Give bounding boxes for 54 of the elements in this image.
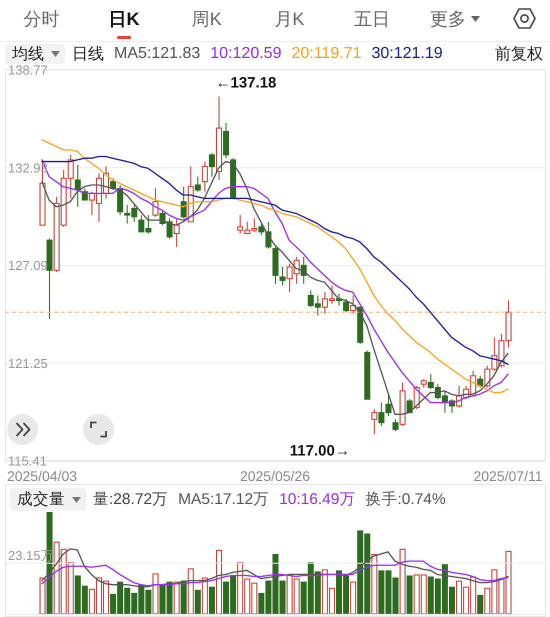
bar [350,582,356,614]
candlestick [258,222,264,236]
text: 30:121.19 [371,45,443,63]
text: 日K [108,8,140,30]
candlestick [280,266,286,286]
candlestick [174,218,180,248]
dropdown: 成交量 [10,488,86,511]
bar [208,586,215,614]
text: 周K [192,8,222,30]
text: 分时 [23,8,60,30]
bar [371,554,378,614]
bar [39,578,46,614]
bar [194,590,201,614]
x-tick-label: 2025/04/03 [6,468,78,484]
x-tick-label: 2025/05/26 [240,468,310,484]
candlestick [392,418,398,432]
bar [477,594,484,614]
text: 月K [274,8,304,30]
y-tick-label: 115.41 [8,454,47,469]
text: 前复权 [495,44,543,64]
text: 五日 [354,8,390,30]
bar [406,575,413,614]
x-tick-label: 2025/07/11 [473,468,543,484]
text: 日线 [72,44,104,64]
candlestick [371,408,378,435]
candlestick [477,375,484,388]
bar [216,550,222,614]
candlestick [152,188,158,218]
dropdown: 均线 [5,44,65,64]
annotation: 117.00→ [290,442,350,460]
annotation: ←137.18 [216,74,276,92]
text: MA5:121.83 [114,45,200,63]
candlestick [194,176,201,192]
text: 20:119.71 [291,45,362,63]
candlestick [74,164,81,208]
bar [152,573,158,614]
candlestick [223,122,230,159]
text: 10:16.49万 [279,490,356,510]
y-tick-label: 121.25 [8,356,48,371]
bar [202,578,208,614]
candlestick [202,161,208,192]
bar [188,568,194,614]
bar [174,582,180,614]
text: MA5:17.12万 [178,490,270,510]
text: 换手:0.74% [365,490,446,510]
candlestick [180,186,187,219]
text: 10:120.59 [210,45,282,63]
bar [180,580,187,614]
candlestick [208,152,215,178]
bar [400,548,406,614]
y-tick-label: 138.77 [8,62,48,78]
candlestick [343,298,350,313]
text: 量:28.72万 [93,490,168,510]
text: 更多 [430,8,466,30]
